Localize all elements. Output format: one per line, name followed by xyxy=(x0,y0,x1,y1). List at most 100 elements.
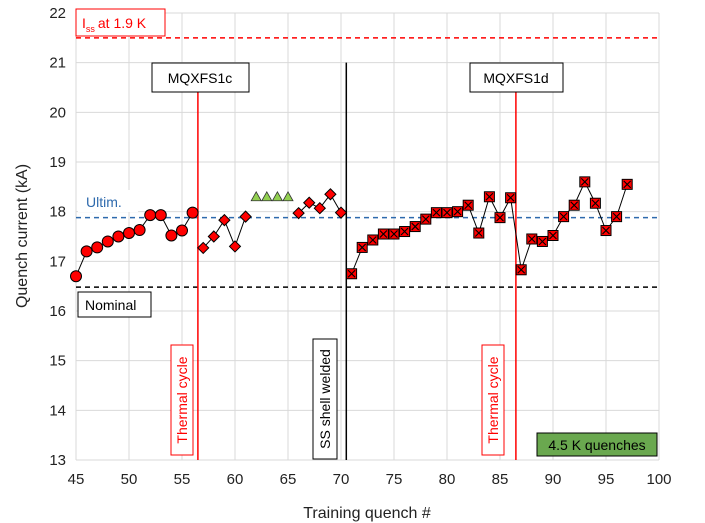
data-point-square-x xyxy=(611,211,623,223)
data-point-triangle xyxy=(271,190,284,202)
data-point-cross xyxy=(421,215,430,224)
magnet-label-d-text: MQXFS1d xyxy=(483,70,548,86)
y-tick-label: 17 xyxy=(49,253,66,270)
data-markers xyxy=(70,176,633,283)
data-point-diamond xyxy=(239,210,252,223)
data-point-diamond xyxy=(218,213,231,227)
data-point-triangle xyxy=(282,190,294,202)
data-point-circle xyxy=(112,230,125,243)
data-point-square-x xyxy=(409,221,421,233)
data-point-circle xyxy=(101,235,114,248)
data-point-cross xyxy=(549,231,557,240)
data-point-circle xyxy=(154,209,167,222)
data-point-diamond xyxy=(228,240,242,253)
data-point-triangle xyxy=(250,190,262,202)
y-tick-label: 13 xyxy=(49,452,66,469)
data-point-triangle xyxy=(261,190,273,202)
data-point-circle xyxy=(176,224,188,237)
data-point-cross xyxy=(591,199,600,208)
data-point-cross xyxy=(390,230,398,238)
data-point-square-x xyxy=(589,197,601,209)
data-point-circle xyxy=(186,206,199,219)
iss-label-text: at 1.9 K xyxy=(98,15,147,31)
data-point-cross xyxy=(411,222,420,231)
data-point-square-x xyxy=(515,264,527,276)
data-point-cross xyxy=(368,236,377,244)
data-point-cross xyxy=(379,230,388,238)
data-point-cross xyxy=(474,229,483,237)
data-point-cross xyxy=(538,237,547,246)
x-tick-label: 45 xyxy=(68,471,85,488)
data-point-circle xyxy=(165,229,178,242)
magnet-label-d: MQXFS1d xyxy=(469,62,564,93)
data-point-circle xyxy=(144,209,157,222)
x-tick-label: 70 xyxy=(333,471,350,488)
data-point-diamond xyxy=(334,206,348,219)
data-point-cross xyxy=(485,192,494,201)
data-point-cross xyxy=(453,207,462,216)
x-tick-label: 85 xyxy=(492,471,509,488)
data-point-diamond xyxy=(292,206,305,220)
y-tick-label: 19 xyxy=(49,154,66,171)
nominal-label-text: Nominal xyxy=(85,297,136,313)
legend-4p5k: 4.5 K quenches xyxy=(536,432,658,457)
data-point-square-x xyxy=(547,230,559,242)
data-point-cross xyxy=(347,269,356,278)
x-tick-label: 50 xyxy=(121,471,138,488)
data-point-square-x xyxy=(536,235,548,247)
iss-label: Iss at 1.9 K xyxy=(75,8,166,37)
data-point-circle xyxy=(70,270,82,283)
data-point-diamond xyxy=(302,196,316,209)
data-point-square-x xyxy=(356,241,368,253)
thermal-cycle-label-2: Thermal cycle xyxy=(481,344,505,456)
data-point-square-x xyxy=(600,225,612,237)
data-point-square-x xyxy=(346,268,358,280)
series-connectors xyxy=(75,180,628,277)
data-point-diamond xyxy=(313,201,327,215)
data-point-square-x xyxy=(420,213,432,225)
data-point-square-x xyxy=(558,211,570,223)
data-point-circle xyxy=(123,227,135,240)
data-point-cross xyxy=(400,227,409,236)
y-axis-title: Quench current (kA) xyxy=(14,164,31,308)
iss-label-main: I xyxy=(82,15,86,31)
data-point-square-x xyxy=(579,176,591,188)
tick-labels: 13 14 15 16 17 18 19 20 21 22 45 50 55 60 65 70 75 80 85 90… xyxy=(49,5,671,488)
data-point-cross xyxy=(570,201,579,210)
data-point-square-x xyxy=(473,227,485,239)
x-tick-label: 65 xyxy=(280,471,297,488)
data-point-cross xyxy=(527,235,536,243)
x-tick-label: 90 xyxy=(545,471,562,488)
data-point-diamond xyxy=(196,241,210,255)
data-point-cross xyxy=(496,213,504,222)
data-point-square-x xyxy=(388,228,400,240)
data-point-square-x xyxy=(568,199,580,211)
data-point-cross xyxy=(602,226,610,235)
thermal-cycle-label-1: Thermal cycle xyxy=(170,344,194,456)
data-point-square-x xyxy=(462,199,474,211)
thermal-cycle-label-1-text: Thermal cycle xyxy=(174,356,190,443)
data-point-cross xyxy=(358,243,367,252)
data-point-cross xyxy=(517,265,526,274)
ss-shell-label-text: SS shell welded xyxy=(317,349,333,449)
data-point-square-x xyxy=(621,178,633,190)
reference-lines xyxy=(76,37,659,288)
y-tick-label: 18 xyxy=(49,204,66,221)
data-point-square-x xyxy=(430,207,442,219)
iss-label-sub: ss xyxy=(86,24,96,34)
data-point-square-x xyxy=(526,233,538,245)
data-point-square-x xyxy=(377,228,389,240)
vertical-lines xyxy=(197,62,517,460)
y-tick-label: 15 xyxy=(49,353,66,370)
x-tick-label: 60 xyxy=(227,471,244,488)
data-point-square-x xyxy=(483,191,495,203)
data-point-circle xyxy=(80,245,93,258)
legend-4p5k-text: 4.5 K quenches xyxy=(548,437,645,453)
data-point-cross xyxy=(580,177,589,186)
x-axis-title: Training quench # xyxy=(303,505,431,522)
data-point-square-x xyxy=(441,207,453,219)
y-tick-label: 20 xyxy=(49,104,66,121)
y-tick-label: 22 xyxy=(49,5,66,22)
ss-shell-label: SS shell welded xyxy=(312,338,338,460)
